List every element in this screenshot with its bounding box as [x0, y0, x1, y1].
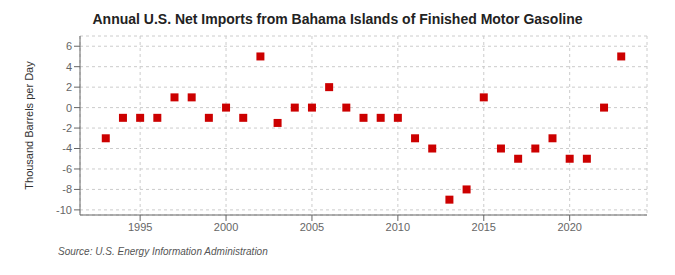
svg-text:2005: 2005 [300, 221, 324, 233]
svg-text:Thousand Barrels per Day: Thousand Barrels per Day [23, 61, 35, 190]
html-text:Source: U.S. Energy Informatio: Source: U.S. Energy Information Administ… [58, 246, 268, 257]
svg-text:-2: -2 [62, 122, 72, 134]
svg-text:4: 4 [66, 61, 72, 73]
svg-text:6: 6 [66, 40, 72, 52]
svg-text:2000: 2000 [214, 221, 238, 233]
svg-text:2020: 2020 [557, 221, 581, 233]
svg-text:-6: -6 [62, 163, 72, 175]
svg-text:-10: -10 [56, 204, 72, 216]
svg-text:2015: 2015 [472, 221, 496, 233]
svg-text:1995: 1995 [128, 221, 152, 233]
svg-text:2010: 2010 [386, 221, 410, 233]
svg-text:0: 0 [66, 102, 72, 114]
svg-text:-8: -8 [62, 183, 72, 195]
html-text:Annual U.S. Net Imports from B: Annual U.S. Net Imports from Bahama Isla… [92, 11, 583, 27]
svg-text:-4: -4 [62, 142, 72, 154]
svg-text:2: 2 [66, 81, 72, 93]
